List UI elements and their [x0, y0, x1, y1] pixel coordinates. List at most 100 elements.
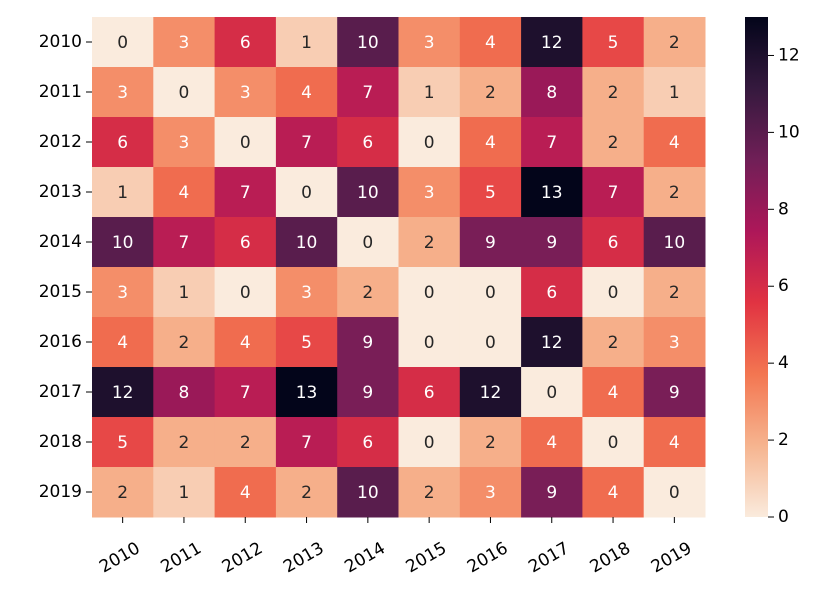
- cell-label: 12: [112, 383, 134, 403]
- cell-label: 6: [424, 383, 435, 403]
- cell-label: 0: [669, 483, 680, 503]
- cell-label: 2: [362, 283, 373, 303]
- cell-label: 6: [608, 233, 619, 253]
- heatmap-cell: [153, 467, 216, 518]
- cell-label: 1: [179, 483, 190, 503]
- heatmap-cell: [398, 117, 461, 168]
- heatmap-cell: [643, 217, 706, 268]
- cell-label: 4: [301, 83, 312, 103]
- heatmap-cell: [153, 167, 216, 218]
- cell-label: 2: [669, 283, 680, 303]
- y-tick-label: 2011: [39, 82, 82, 102]
- heatmap-cell: [398, 17, 461, 68]
- cell-label: 0: [485, 283, 496, 303]
- heatmap-cell: [459, 117, 522, 168]
- heatmap-cell: [214, 67, 277, 118]
- cell-label: 4: [669, 133, 680, 153]
- cell-label: 6: [362, 433, 373, 453]
- heatmap-cell: [275, 267, 338, 318]
- cell-label: 6: [117, 133, 128, 153]
- cell-label: 0: [179, 83, 190, 103]
- heatmap-cell: [582, 17, 645, 68]
- cell-label: 2: [117, 483, 128, 503]
- cell-label: 9: [362, 383, 373, 403]
- heatmap-cell: [459, 317, 522, 368]
- heatmap-cell: [153, 317, 216, 368]
- heatmap-cell: [459, 67, 522, 118]
- heatmap-cell: [643, 17, 706, 68]
- colorbar-tick-label: 0: [778, 507, 789, 527]
- cell-label: 1: [179, 283, 190, 303]
- cell-label: 10: [357, 33, 379, 53]
- cell-label: 8: [179, 383, 190, 403]
- cell-label: 7: [608, 183, 619, 203]
- x-tick-label: 2012: [219, 538, 266, 577]
- x-tick-label: 2010: [96, 538, 143, 577]
- heatmap-cell: [153, 417, 216, 468]
- heatmap-cell: [643, 417, 706, 468]
- cell-label: 3: [117, 283, 128, 303]
- heatmap-cell: [643, 367, 706, 418]
- heatmap-cell: [92, 117, 154, 168]
- cell-label: 0: [485, 333, 496, 353]
- y-tick-label: 2013: [39, 182, 82, 202]
- cell-label: 10: [357, 183, 379, 203]
- colorbar-tick-label: 4: [778, 353, 789, 373]
- cell-label: 2: [240, 433, 251, 453]
- heatmap-cell: [459, 217, 522, 268]
- cell-label: 5: [608, 33, 619, 53]
- heatmap-cell: [582, 67, 645, 118]
- cell-label: 2: [669, 183, 680, 203]
- heatmap-cell: [337, 317, 399, 368]
- cell-label: 2: [608, 333, 619, 353]
- cell-label: 4: [546, 433, 557, 453]
- cell-label: 3: [424, 33, 435, 53]
- heatmap-cell: [153, 267, 216, 318]
- cell-label: 4: [240, 483, 251, 503]
- cell-label: 2: [485, 83, 496, 103]
- cell-label: 4: [669, 433, 680, 453]
- heatmap-cell: [92, 467, 154, 518]
- heatmap-cell: [582, 417, 645, 468]
- cell-label: 3: [669, 333, 680, 353]
- heatmap-cell: [275, 467, 338, 518]
- heatmap-cell: [521, 367, 583, 418]
- cell-label: 13: [296, 383, 318, 403]
- heatmap-cell: [582, 267, 645, 318]
- cell-label: 3: [117, 83, 128, 103]
- x-tick-label: 2015: [403, 538, 450, 577]
- heatmap-cell: [92, 67, 154, 118]
- colorbar-tick-label: 6: [778, 276, 789, 296]
- heatmap-cell: [521, 117, 583, 168]
- heatmap-cell: [92, 367, 154, 418]
- heatmap-cell: [214, 417, 277, 468]
- cell-label: 2: [179, 433, 190, 453]
- cell-label: 2: [301, 483, 312, 503]
- cell-label: 0: [240, 283, 251, 303]
- cell-label: 2: [669, 33, 680, 53]
- colorbar: [745, 17, 768, 517]
- heatmap-cell: [643, 267, 706, 318]
- heatmap-cell: [337, 367, 399, 418]
- heatmap-cell: [398, 367, 461, 418]
- heatmap-cell: [337, 217, 399, 268]
- heatmap-cell: [398, 167, 461, 218]
- heatmap-cell: [459, 417, 522, 468]
- cell-label: 3: [179, 33, 190, 53]
- cell-label: 0: [608, 433, 619, 453]
- heatmap-cell: [153, 67, 216, 118]
- heatmap-cell: [459, 167, 522, 218]
- heatmap-cell: [643, 317, 706, 368]
- cell-label: 7: [179, 233, 190, 253]
- heatmap-cell: [337, 17, 399, 68]
- heatmap-cell: [214, 367, 277, 418]
- cell-label: 2: [485, 433, 496, 453]
- y-tick-label: 2014: [39, 232, 82, 252]
- cell-label: 0: [424, 433, 435, 453]
- cell-label: 6: [240, 233, 251, 253]
- heatmap-cell: [521, 167, 583, 218]
- x-tick-label: 2013: [280, 538, 327, 577]
- heatmap-cell: [153, 217, 216, 268]
